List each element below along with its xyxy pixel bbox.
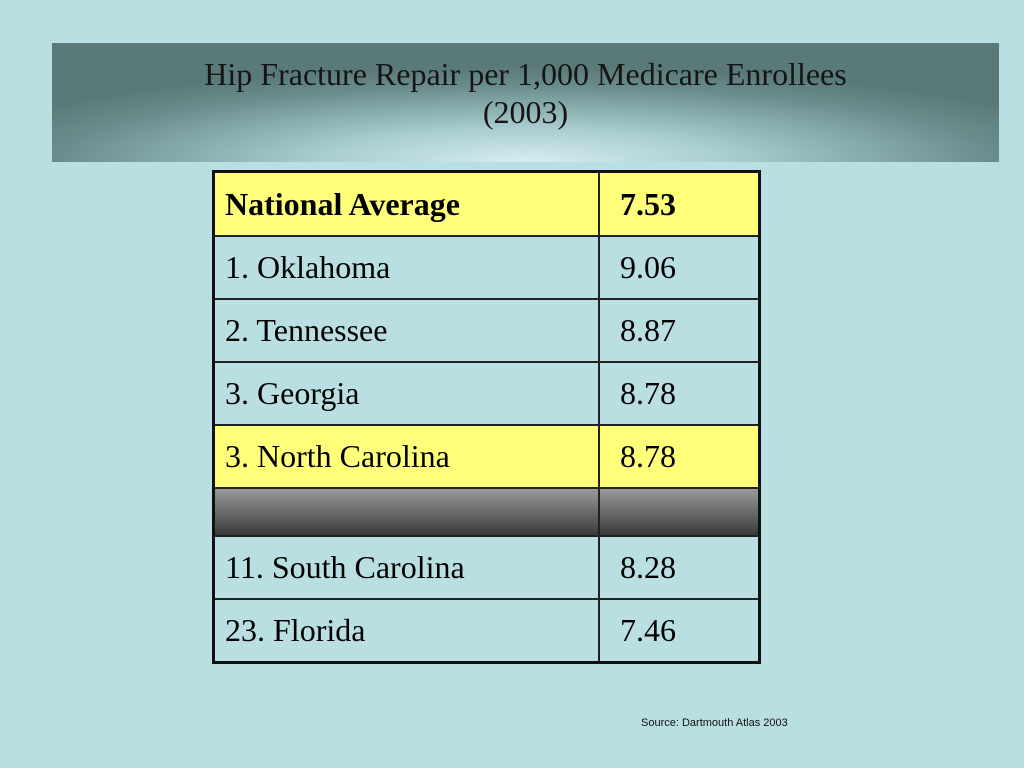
hip-fracture-table: National Average 7.53 1. Oklahoma 9.06 2…: [212, 170, 761, 664]
table-cell-value: 9.06: [598, 235, 761, 300]
table-row-highlighted: 3. North Carolina 8.78: [212, 424, 761, 489]
table-row: 3. Georgia 8.78: [212, 361, 761, 426]
table-row: 2. Tennessee 8.87: [212, 298, 761, 363]
table-row: 1. Oklahoma 9.06: [212, 235, 761, 300]
table-row-national-average: National Average 7.53: [212, 170, 761, 237]
table-cell-value: 8.28: [598, 535, 761, 600]
slide-title-line-1: Hip Fracture Repair per 1,000 Medicare E…: [204, 56, 847, 92]
table-cell-value: [598, 487, 761, 537]
table-cell-value: 7.53: [598, 170, 761, 237]
table-cell-name: 3. Georgia: [212, 361, 600, 426]
table-row-separator: [212, 487, 761, 537]
table-cell-value: 7.46: [598, 598, 761, 664]
title-banner: Hip Fracture Repair per 1,000 Medicare E…: [52, 43, 999, 162]
table-cell-name: 3. North Carolina: [212, 424, 600, 489]
source-note: Source: Dartmouth Atlas 2003: [641, 717, 788, 729]
table-cell-name: 23. Florida: [212, 598, 600, 664]
table-row: 11. South Carolina 8.28: [212, 535, 761, 600]
table-cell-value: 8.87: [598, 298, 761, 363]
table-cell-name: 1. Oklahoma: [212, 235, 600, 300]
table-row: 23. Florida 7.46: [212, 598, 761, 664]
slide-title: Hip Fracture Repair per 1,000 Medicare E…: [52, 55, 999, 131]
table-cell-value: 8.78: [598, 361, 761, 426]
table-cell-name: 11. South Carolina: [212, 535, 600, 600]
table-cell-name: National Average: [212, 170, 600, 237]
table-cell-name: [212, 487, 600, 537]
table-cell-value: 8.78: [598, 424, 761, 489]
slide-title-line-2: (2003): [482, 94, 569, 130]
table-cell-name: 2. Tennessee: [212, 298, 600, 363]
